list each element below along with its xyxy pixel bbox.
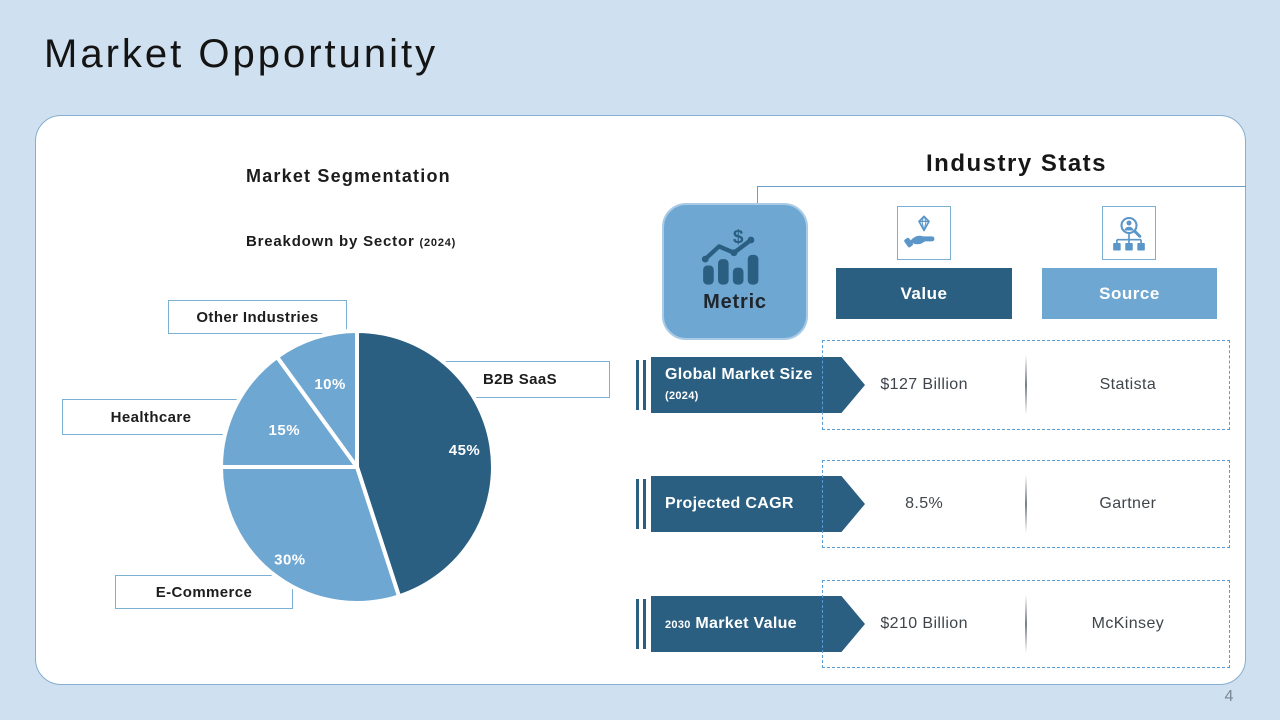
segmentation-subtitle-year: (2024): [419, 237, 457, 249]
stat-row-global-market-size: Global Market Size (2024) $127 Billion S…: [0, 340, 1280, 430]
metric-text: Market Value: [695, 615, 797, 632]
industry-stats-title: Industry Stats: [925, 150, 1108, 177]
cell-divider: [1025, 355, 1027, 415]
bar-chart-dollar-icon: $: [701, 229, 759, 285]
metric-arrow-banner: Projected CAGR: [651, 476, 865, 532]
person-search-org-icon: [1113, 216, 1145, 251]
pie-label-e-commerce: E-Commerce: [115, 575, 293, 609]
stat-values-box: $127 Billion Statista: [822, 340, 1230, 430]
value-cell: $127 Billion: [880, 376, 968, 393]
industry-stats-connector: [757, 186, 758, 203]
pie-slice-healthcare: [219, 354, 359, 469]
cell-divider: [1025, 594, 1027, 654]
arrow-stripe: [636, 360, 639, 410]
metric-prefix: 2030: [665, 619, 691, 631]
pie-slice-other-industries: [275, 329, 359, 469]
source-icon-box: [1102, 206, 1156, 260]
column-header-source: Source: [1042, 268, 1217, 319]
segmentation-title: Market Segmentation: [246, 166, 451, 186]
column-header-source-text: Source: [1099, 283, 1160, 303]
column-header-value-text: Value: [900, 283, 948, 303]
industry-stats-underline: [757, 186, 1246, 187]
stat-row-projected-cagr: Projected CAGR 8.5% Gartner: [0, 460, 1280, 548]
metric-header-card: $ Metric: [662, 203, 808, 340]
market-segmentation-pie-chart: 45% 30% 15% 10%: [219, 329, 495, 605]
pie-slice-b2b-saas: [355, 329, 495, 599]
value-icon-box: [897, 206, 951, 260]
svg-text:$: $: [733, 229, 744, 248]
pie-label-other-industries-text: Other Industries: [196, 308, 319, 326]
value-cell: $210 Billion: [880, 615, 968, 632]
metric-arrow-text: 2030 Market Value: [651, 614, 843, 634]
arrow-stripe: [643, 360, 646, 410]
stat-values-box: $210 Billion McKinsey: [822, 580, 1230, 668]
pie-slice-percentage-label: 15%: [269, 422, 301, 439]
source-cell: Gartner: [1099, 495, 1157, 512]
pie-slice-percentage-label: 30%: [274, 551, 306, 568]
source-cell: McKinsey: [1091, 615, 1165, 632]
pie-label-healthcare-text: Healthcare: [110, 408, 192, 426]
stat-values-box: 8.5% Gartner: [822, 460, 1230, 548]
arrow-stripe: [643, 479, 646, 529]
segmentation-subtitle-text: Breakdown by Sector: [246, 233, 415, 250]
hand-diamond-icon: [904, 215, 935, 248]
metric-arrow-banner: Global Market Size (2024): [651, 357, 865, 413]
arrow-stripe: [636, 479, 639, 529]
metric-text: Global Market Size: [665, 366, 813, 383]
metric-text: Projected CAGR: [665, 495, 794, 512]
source-cell: Statista: [1099, 376, 1157, 393]
segmentation-subtitle: Breakdown by Sector (2024): [246, 233, 456, 250]
pie-label-e-commerce-text: E-Commerce: [155, 583, 253, 601]
pie-slice-percentage-label: 45%: [449, 442, 481, 459]
page-number: 4: [1224, 688, 1234, 705]
metric-arrow-text: Global Market Size (2024): [651, 365, 865, 405]
pie-slice-e-commerce: [219, 465, 402, 605]
pie-label-b2b-saas-text: B2B SaaS: [482, 371, 558, 388]
cell-divider: [1025, 474, 1027, 534]
metric-suffix: (2024): [665, 390, 699, 402]
metric-arrow-banner: 2030 Market Value: [651, 596, 865, 652]
page-title: Market Opportunity: [44, 32, 439, 76]
arrow-stripe: [636, 599, 639, 649]
metric-arrow-text: Projected CAGR: [651, 494, 840, 514]
pie-label-healthcare: Healthcare: [62, 399, 240, 435]
pie-slice-percentage-label: 10%: [314, 376, 346, 393]
pie-label-other-industries: Other Industries: [168, 300, 347, 334]
stat-row-2030-market-value: 2030 Market Value $210 Billion McKinsey: [0, 580, 1280, 668]
value-cell: 8.5%: [905, 495, 944, 512]
arrow-stripe: [643, 599, 646, 649]
metric-header-label: Metric: [703, 291, 767, 313]
column-header-value: Value: [836, 268, 1012, 319]
